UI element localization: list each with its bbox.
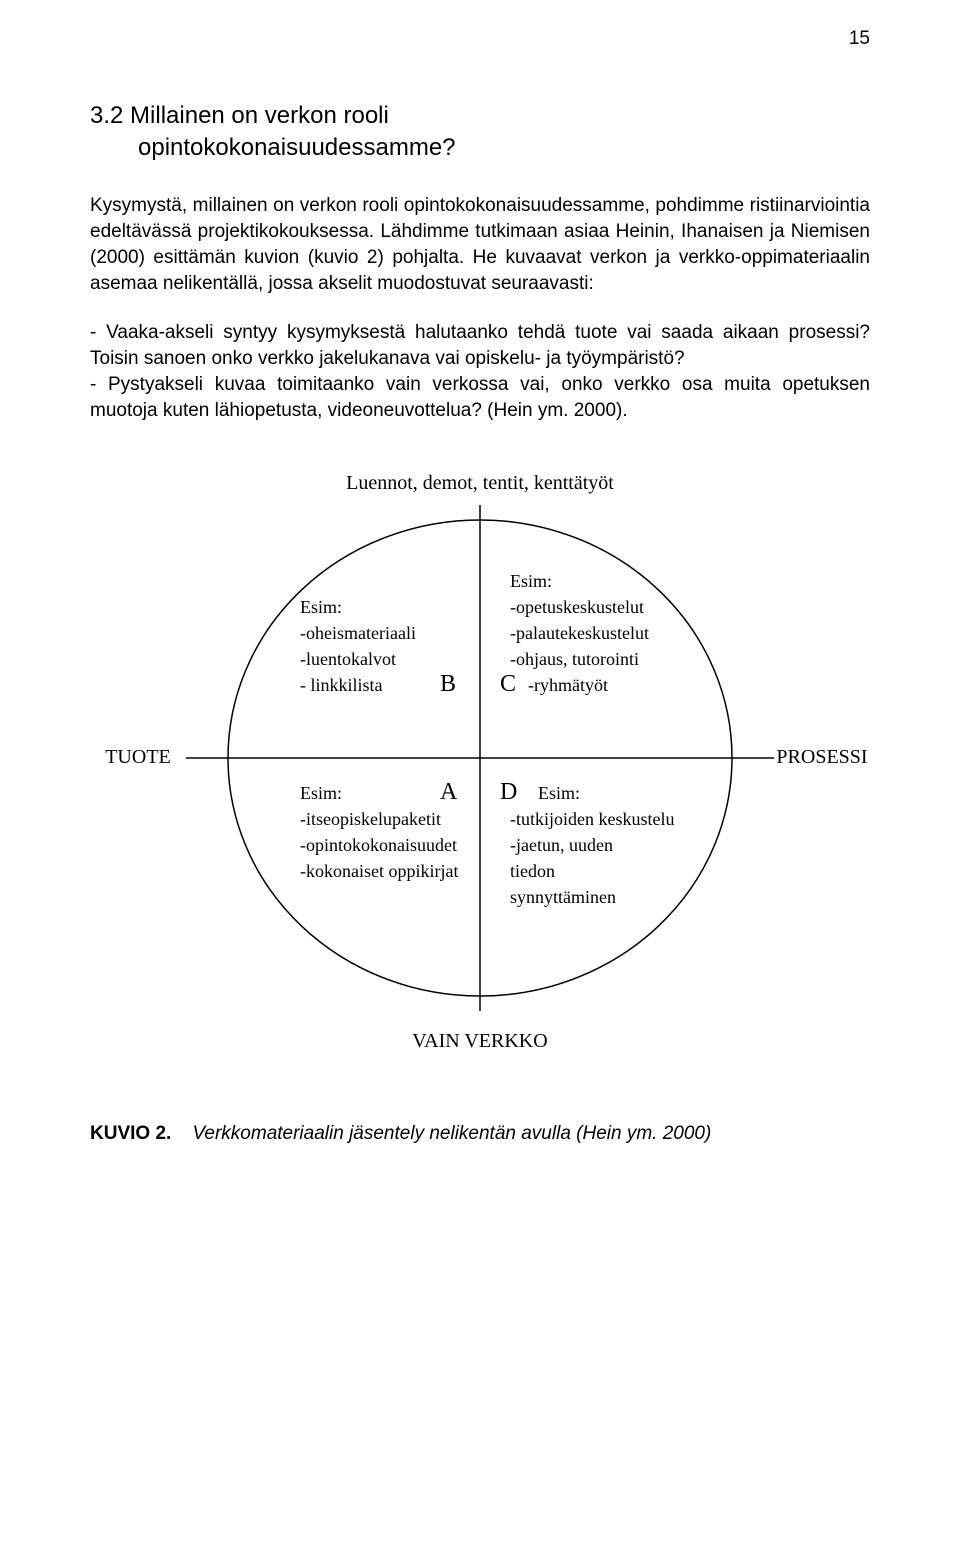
quad-a-letter: A [440,779,458,805]
quad-c-letter: C [500,671,516,697]
paragraph-3: - Pystyakseli kuvaa toimitaanko vain ver… [90,372,870,424]
quad-c-item-1: -palautekeskustelut [510,623,649,643]
heading-line1: Millainen on verkon rooli [130,102,389,129]
quadrant-diagram: Luennot, demot, tentit, kenttätyöt TUOTE… [90,463,870,1063]
quad-a-item-1: -opintokokonaisuudet [300,835,457,855]
quad-d-letter: D [500,779,517,805]
figure-caption: KUVIO 2. Verkkomateriaalin jäsentely nel… [90,1123,870,1145]
quad-a-item-2: -kokonaiset oppikirjat [300,861,458,881]
quad-c-item-3: -ryhmätyöt [528,675,608,695]
caption-text: Verkkomateriaalin jäsentely nelikentän a… [192,1123,711,1144]
quad-a-header: Esim: [300,783,342,803]
quadrant-svg: Luennot, demot, tentit, kenttätyöt TUOTE… [90,463,870,1063]
paragraph-1: Kysymystä, millainen on verkon rooli opi… [90,193,870,298]
heading-line2: opintokokonaisuudessamme? [90,132,870,164]
quad-d-item-3: synnyttäminen [510,887,616,907]
quad-d-item-1: -jaetun, uuden [510,835,613,855]
quad-b-header: Esim: [300,597,342,617]
quad-a-item-0: -itseopiskelupaketit [300,809,441,829]
document-page: 15 3.2 Millainen on verkon rooli opintok… [0,0,960,1542]
quad-d-item-2: tiedon [510,861,555,881]
quad-c-header: Esim: [510,571,552,591]
quad-b-letter: B [440,671,456,697]
axis-bottom-label: VAIN VERKKO [412,1030,547,1052]
quad-b-item-2: - linkkilista [300,675,383,695]
quad-c-item-0: -opetuskeskustelut [510,597,644,617]
section-heading: 3.2 Millainen on verkon rooli opintokoko… [90,100,870,165]
quad-c-item-2: -ohjaus, tutorointi [510,649,639,669]
axis-right-label: PROSESSI [776,746,867,768]
quad-d-header: Esim: [538,783,580,803]
quad-d-item-0: -tutkijoiden keskustelu [510,809,674,829]
caption-label: KUVIO 2. [90,1123,171,1144]
heading-number: 3.2 [90,102,123,129]
axis-left-label: TUOTE [105,746,171,768]
axis-top-label: Luennot, demot, tentit, kenttätyöt [346,472,614,494]
quad-b-item-1: -luentokalvot [300,649,396,669]
paragraph-2: - Vaaka-akseli syntyy kysymyksestä halut… [90,320,870,372]
quad-b-item-0: -oheismateriaali [300,623,416,643]
page-number: 15 [849,28,870,50]
